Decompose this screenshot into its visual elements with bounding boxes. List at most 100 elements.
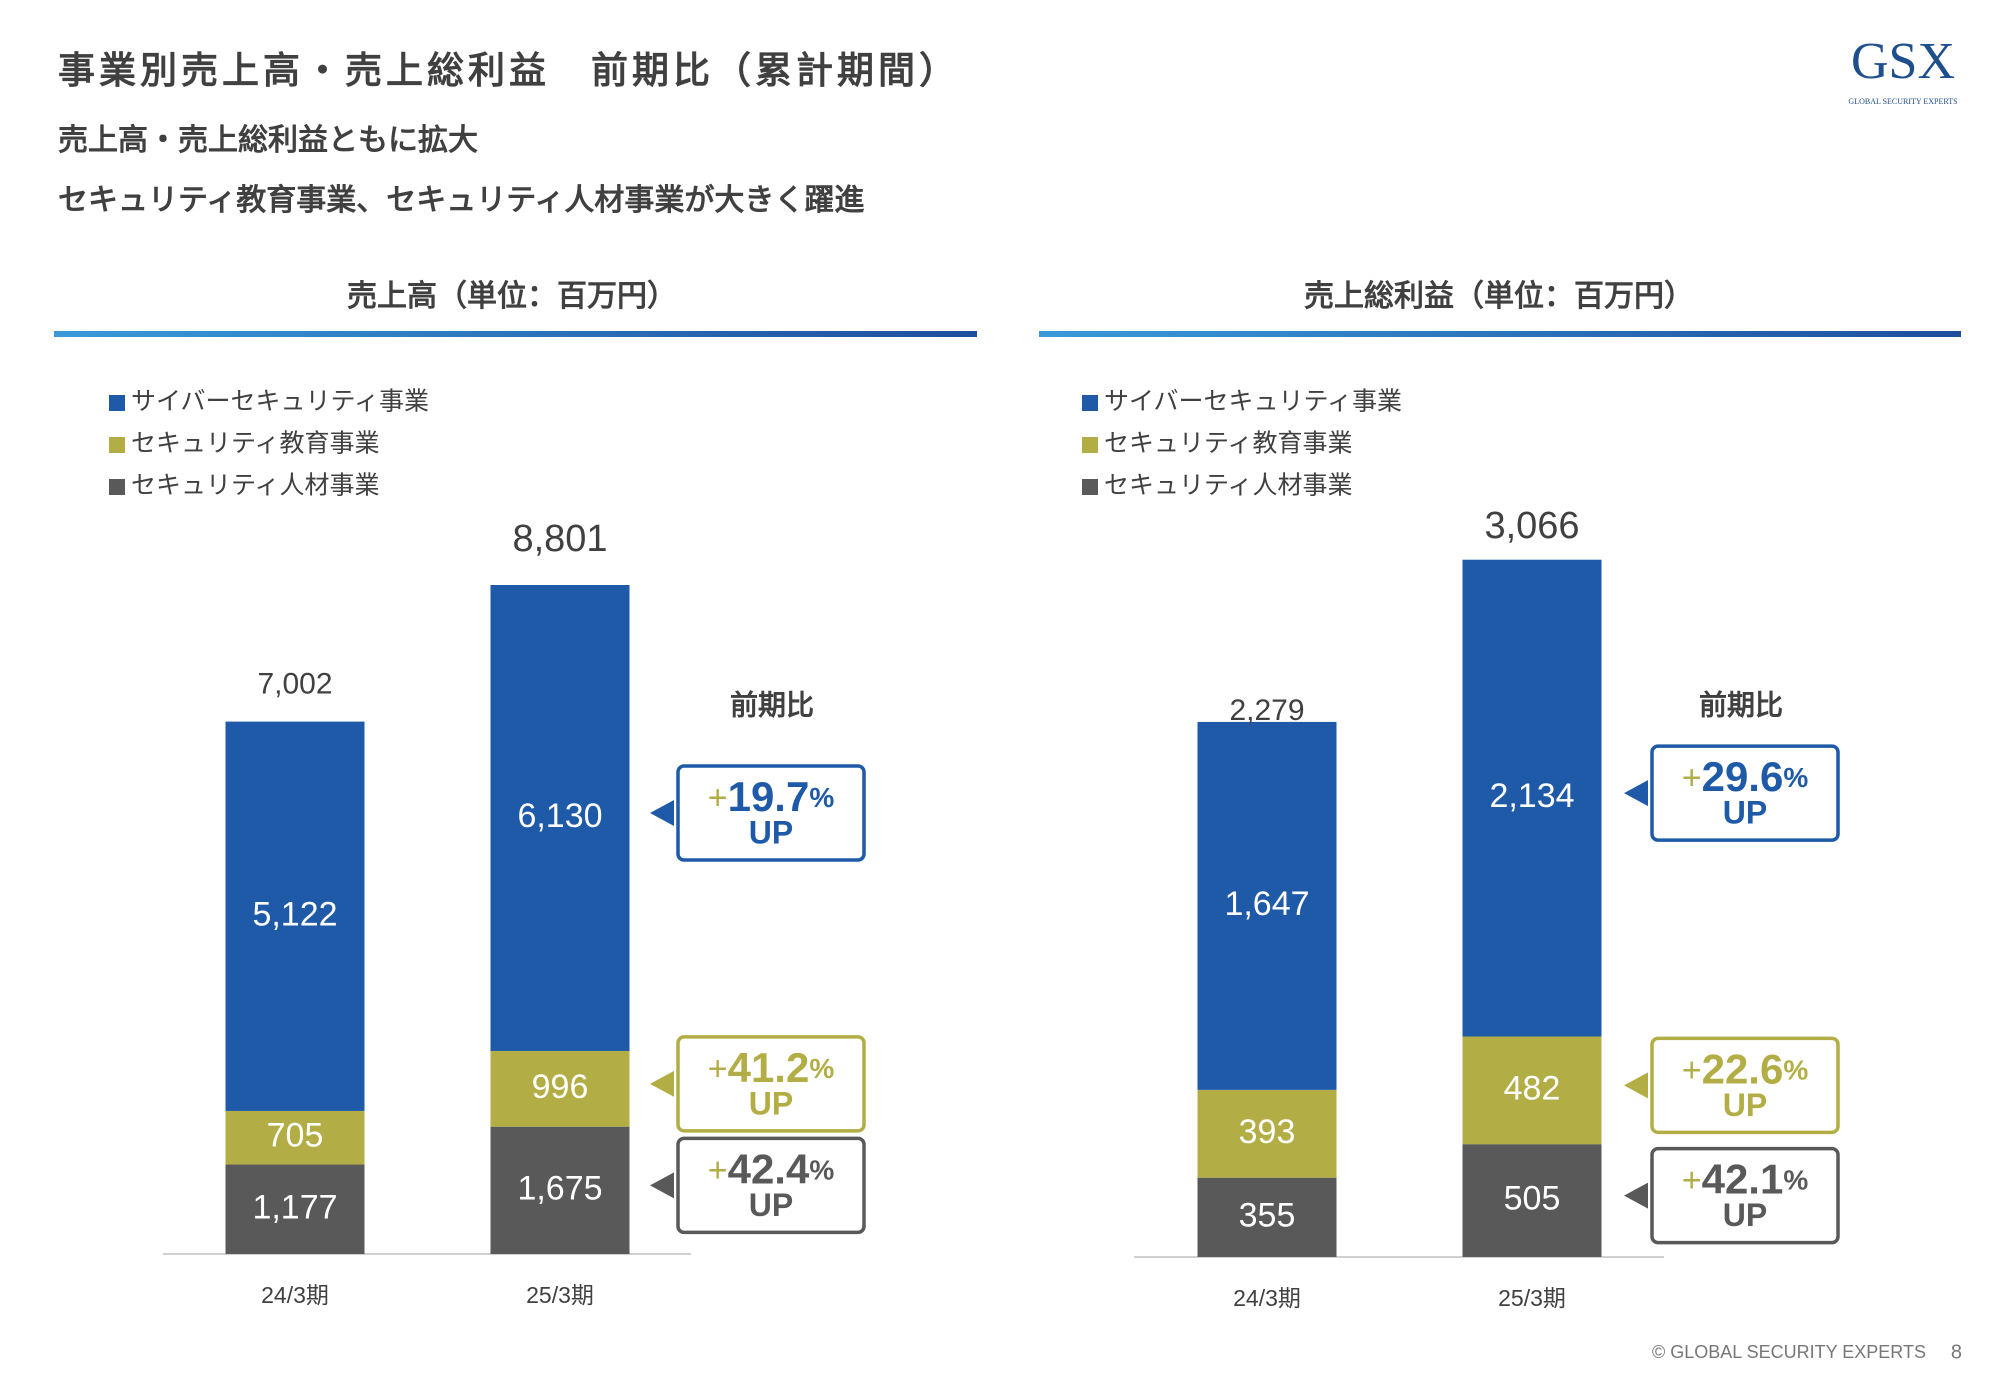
bar-segment (225, 721, 365, 1111)
title: 事業別売上高・売上総利益 前期比（累計期間） (58, 50, 960, 91)
x-tick-label: 25/3期 (526, 1282, 594, 1308)
bar-segment (1462, 1036, 1602, 1145)
growth-value: 42.1 (1702, 1156, 1784, 1203)
value-label: 1,675 (517, 1169, 602, 1207)
value-label: 1,647 (1224, 885, 1309, 923)
bar-segment (1462, 1144, 1602, 1257)
growth-unit: % (1783, 1055, 1808, 1086)
callout-box (1650, 1036, 1840, 1135)
change-title: 前期比 (1699, 688, 1783, 720)
callout-pointer (650, 799, 674, 826)
growth-word: UP (1723, 1197, 1767, 1233)
callout-pointer (1624, 780, 1648, 807)
growth-word: UP (1723, 795, 1767, 831)
growth-text: +19.7% (708, 773, 835, 820)
bar-segment (1197, 1089, 1337, 1178)
growth-value: 41.2 (728, 1044, 810, 1091)
bar-segment (490, 585, 630, 1051)
growth-sign: + (708, 779, 728, 817)
callout-pointer (650, 1070, 674, 1097)
growth-value: 42.4 (728, 1145, 810, 1192)
growth-value: 29.6 (1702, 753, 1784, 800)
growth-unit: % (809, 1053, 834, 1084)
logo: GSX (1851, 33, 1955, 90)
growth-text: +41.2% (708, 1044, 835, 1091)
callout-box (676, 1035, 866, 1133)
growth-sign: + (1682, 1051, 1702, 1089)
callout-pointer (650, 1172, 674, 1199)
growth-word: UP (749, 1085, 793, 1121)
growth-unit: % (809, 782, 834, 813)
growth-sign: + (1682, 1162, 1702, 1200)
change-title: 前期比 (730, 688, 814, 720)
chart-title: 売上高（単位：百万円） (347, 279, 677, 313)
growth-unit: % (1783, 1165, 1808, 1196)
page-number: 8 (1951, 1341, 1962, 1363)
bar-segment (225, 1164, 365, 1254)
chart-title: 売上総利益（単位：百万円） (1304, 279, 1694, 313)
growth-text: +42.4% (708, 1145, 835, 1192)
subtitle: セキュリティ教育事業、セキュリティ人材事業が大きく躍進 (58, 183, 864, 217)
growth-sign: + (708, 1050, 728, 1088)
total-label: 8,801 (512, 518, 607, 560)
bar-segment (490, 1050, 630, 1127)
x-tick-label: 24/3期 (1233, 1285, 1301, 1311)
callout-pointer (1624, 1072, 1648, 1099)
legend-swatch (1082, 479, 1098, 495)
growth-unit: % (1783, 762, 1808, 793)
copyright: © GLOBAL SECURITY EXPERTS (1652, 1342, 1926, 1362)
callout-box (1650, 1146, 1840, 1245)
value-label: 705 (267, 1117, 324, 1155)
total-label: 2,279 (1229, 694, 1304, 727)
callout-box (1650, 744, 1840, 842)
growth-text: +29.6% (1682, 753, 1809, 800)
bar-segment (1197, 1177, 1337, 1257)
legend-label: セキュリティ教育事業 (131, 430, 380, 458)
header-underline (54, 331, 977, 337)
logo-caption: GLOBAL SECURITY EXPERTS (1848, 97, 1957, 106)
legend-label: セキュリティ教育事業 (1104, 430, 1353, 458)
legend-label: サイバーセキュリティ事業 (131, 388, 429, 416)
legend-label: セキュリティ人材事業 (131, 472, 380, 500)
growth-sign: + (708, 1151, 728, 1189)
growth-value: 22.6 (1702, 1045, 1784, 1092)
growth-text: +22.6% (1682, 1045, 1809, 1092)
value-label: 505 (1504, 1180, 1561, 1218)
legend-swatch (109, 437, 125, 453)
callout-box (676, 1136, 866, 1235)
growth-text: +42.1% (1682, 1156, 1809, 1203)
growth-word: UP (1723, 1087, 1767, 1123)
legend-swatch (1082, 437, 1098, 453)
legend-label: サイバーセキュリティ事業 (1104, 388, 1402, 416)
value-label: 355 (1239, 1196, 1296, 1234)
bar-segment (1462, 559, 1602, 1037)
legend-swatch (109, 395, 125, 411)
growth-sign: + (1682, 759, 1702, 797)
total-label: 7,002 (257, 668, 332, 701)
value-label: 2,134 (1489, 777, 1574, 815)
callout-pointer (1624, 1182, 1648, 1209)
growth-unit: % (809, 1155, 834, 1186)
legend-swatch (109, 479, 125, 495)
value-label: 393 (1239, 1113, 1296, 1151)
callout-box (676, 764, 866, 862)
x-tick-label: 24/3期 (261, 1282, 329, 1308)
bar-segment (225, 1110, 365, 1165)
growth-value: 19.7 (728, 773, 810, 820)
subtitle: 売上高・売上総利益ともに拡大 (58, 124, 478, 157)
value-label: 1,177 (252, 1188, 337, 1226)
growth-word: UP (749, 1187, 793, 1223)
header-underline (1039, 331, 1961, 337)
legend-label: セキュリティ人材事業 (1104, 472, 1353, 500)
growth-word: UP (749, 814, 793, 850)
legend-swatch (1082, 395, 1098, 411)
value-label: 482 (1504, 1069, 1561, 1107)
value-label: 6,130 (517, 797, 602, 835)
total-label: 3,066 (1484, 505, 1579, 547)
value-label: 5,122 (252, 895, 337, 933)
value-label: 996 (532, 1068, 589, 1106)
x-tick-label: 25/3期 (1498, 1285, 1566, 1311)
bar-segment (490, 1126, 630, 1254)
bar-segment (1197, 721, 1337, 1090)
